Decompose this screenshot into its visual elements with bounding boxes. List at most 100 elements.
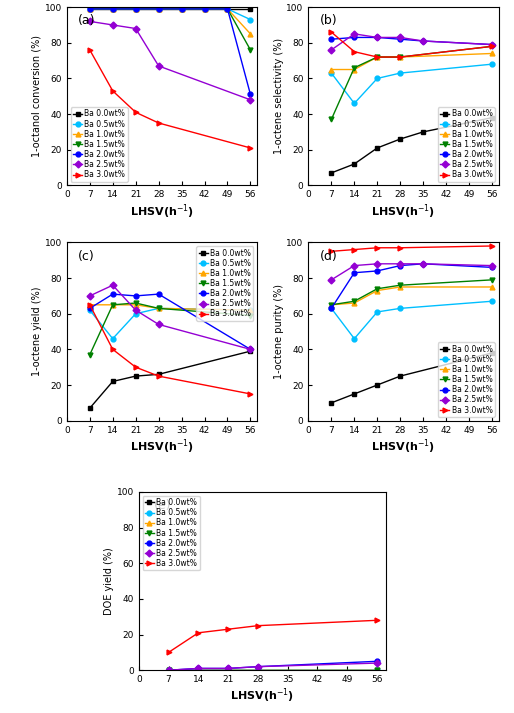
Ba 1.5wt% — [166, 666, 172, 674]
Ba 2.5wt% — [351, 262, 357, 270]
Ba 1.5wt% — [195, 666, 201, 674]
Line: Ba 3.0wt%: Ba 3.0wt% — [329, 30, 494, 59]
Ba 2.5wt% — [255, 662, 261, 671]
Ba 2.5wt% — [420, 36, 426, 46]
Line: Ba 1.0wt%: Ba 1.0wt% — [87, 302, 253, 312]
Ba 2.5wt% — [397, 33, 403, 41]
Ba 2.0wt% — [133, 292, 139, 300]
Ba 2.0wt% — [133, 5, 139, 14]
Line: Ba 3.0wt%: Ba 3.0wt% — [87, 302, 253, 396]
Ba 0.5wt% — [156, 5, 162, 14]
Ba 1.0wt% — [109, 5, 116, 14]
Ba 0.0wt% — [489, 113, 495, 122]
Y-axis label: 1-octene selectivity (%): 1-octene selectivity (%) — [273, 39, 284, 154]
Line: Ba 0.5wt%: Ba 0.5wt% — [87, 306, 253, 341]
Ba 1.5wt% — [351, 297, 357, 306]
Line: Ba 3.0wt%: Ba 3.0wt% — [166, 618, 379, 655]
Legend: Ba 0.0wt%, Ba 0.5wt%, Ba 1.0wt%, Ba 1.5wt%, Ba 2.0wt%, Ba 2.5wt%, Ba 3.0wt%: Ba 0.0wt%, Ba 0.5wt%, Ba 1.0wt%, Ba 1.5w… — [142, 496, 199, 570]
Ba 0.0wt% — [225, 666, 231, 674]
Ba 1.0wt% — [351, 66, 357, 74]
Ba 3.0wt% — [247, 144, 253, 153]
Ba 0.5wt% — [247, 306, 253, 314]
Ba 0.5wt% — [87, 306, 93, 314]
Line: Ba 2.0wt%: Ba 2.0wt% — [166, 659, 379, 672]
Ba 0.0wt% — [195, 666, 201, 674]
Ba 0.5wt% — [225, 5, 231, 14]
Ba 2.0wt% — [156, 5, 162, 14]
Ba 0.0wt% — [166, 666, 172, 674]
Line: Ba 2.5wt%: Ba 2.5wt% — [329, 31, 494, 52]
X-axis label: LHSV(h$^{-1}$): LHSV(h$^{-1}$) — [372, 437, 435, 456]
Ba 1.5wt% — [374, 284, 380, 293]
Ba 1.5wt% — [87, 5, 93, 14]
Legend: Ba 0.0wt%, Ba 0.5wt%, Ba 1.0wt%, Ba 1.5wt%, Ba 2.0wt%, Ba 2.5wt%, Ba 3.0wt%: Ba 0.0wt%, Ba 0.5wt%, Ba 1.0wt%, Ba 1.5w… — [196, 246, 253, 321]
Ba 2.0wt% — [351, 33, 357, 41]
Ba 1.0wt% — [225, 666, 231, 674]
Ba 0.5wt% — [328, 69, 335, 78]
Ba 1.5wt% — [133, 299, 139, 307]
Ba 0.0wt% — [201, 5, 208, 14]
Ba 3.0wt% — [247, 389, 253, 398]
Ba 0.0wt% — [178, 5, 185, 14]
Ba 3.0wt% — [351, 245, 357, 254]
Ba 2.5wt% — [195, 665, 201, 673]
Ba 0.5wt% — [374, 666, 380, 674]
X-axis label: LHSV(h$^{-1}$): LHSV(h$^{-1}$) — [130, 437, 194, 456]
Ba 1.5wt% — [156, 5, 162, 14]
Ba 2.0wt% — [374, 33, 380, 41]
Line: Ba 0.0wt%: Ba 0.0wt% — [87, 349, 253, 411]
Ba 2.5wt% — [166, 666, 172, 674]
Ba 0.5wt% — [166, 666, 172, 674]
Line: Ba 0.0wt%: Ba 0.0wt% — [329, 351, 494, 405]
Ba 3.0wt% — [489, 242, 495, 250]
Line: Ba 1.5wt%: Ba 1.5wt% — [329, 277, 494, 307]
Ba 1.0wt% — [328, 301, 335, 309]
Line: Ba 1.5wt%: Ba 1.5wt% — [166, 668, 379, 672]
Ba 2.0wt% — [195, 665, 201, 673]
Ba 0.5wt% — [328, 304, 335, 313]
Ba 0.0wt% — [351, 160, 357, 168]
Ba 0.5wt% — [247, 15, 253, 24]
Text: (c): (c) — [78, 250, 95, 262]
Ba 0.0wt% — [397, 372, 403, 381]
Ba 0.5wt% — [109, 334, 116, 343]
Ba 3.0wt% — [255, 621, 261, 630]
Ba 2.5wt% — [374, 260, 380, 268]
Text: (e): (e) — [154, 499, 171, 512]
Ba 2.5wt% — [351, 30, 357, 39]
Ba 0.5wt% — [397, 304, 403, 313]
Ba 1.5wt% — [255, 666, 261, 674]
Ba 0.0wt% — [374, 144, 380, 153]
Ba 2.0wt% — [225, 5, 231, 14]
Ba 1.0wt% — [247, 30, 253, 39]
Ba 2.0wt% — [87, 5, 93, 14]
Ba 0.5wt% — [195, 666, 201, 674]
Ba 2.0wt% — [397, 35, 403, 43]
X-axis label: LHSV(h$^{-1}$): LHSV(h$^{-1}$) — [372, 202, 435, 220]
Ba 0.0wt% — [489, 349, 495, 357]
Ba 1.0wt% — [247, 306, 253, 314]
Line: Ba 0.5wt%: Ba 0.5wt% — [166, 668, 379, 672]
Ba 0.5wt% — [201, 5, 208, 14]
Ba 0.5wt% — [351, 99, 357, 108]
Ba 0.0wt% — [255, 666, 261, 674]
Ba 2.0wt% — [156, 290, 162, 299]
Ba 3.0wt% — [133, 363, 139, 371]
Ba 2.0wt% — [374, 657, 380, 666]
Legend: Ba 0.0wt%, Ba 0.5wt%, Ba 1.0wt%, Ba 1.5wt%, Ba 2.0wt%, Ba 2.5wt%, Ba 3.0wt%: Ba 0.0wt%, Ba 0.5wt%, Ba 1.0wt%, Ba 1.5w… — [70, 107, 127, 182]
Ba 1.0wt% — [397, 53, 403, 61]
Ba 2.5wt% — [156, 320, 162, 329]
Ba 1.0wt% — [397, 283, 403, 292]
Line: Ba 0.0wt%: Ba 0.0wt% — [87, 6, 253, 11]
Ba 2.5wt% — [420, 260, 426, 268]
Ba 0.0wt% — [133, 5, 139, 14]
Ba 3.0wt% — [133, 108, 139, 117]
Ba 0.0wt% — [328, 169, 335, 178]
Ba 2.0wt% — [255, 662, 261, 671]
Ba 0.5wt% — [133, 5, 139, 14]
Ba 1.0wt% — [201, 5, 208, 14]
Ba 2.5wt% — [133, 306, 139, 314]
Line: Ba 2.0wt%: Ba 2.0wt% — [329, 35, 494, 47]
Ba 2.5wt% — [328, 276, 335, 284]
Line: Ba 2.5wt%: Ba 2.5wt% — [87, 283, 253, 352]
